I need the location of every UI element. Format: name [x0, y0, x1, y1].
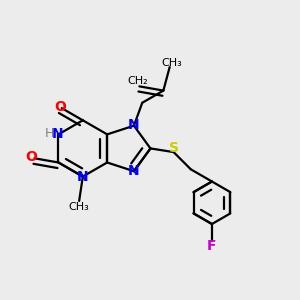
Text: S: S	[169, 141, 179, 155]
Text: H: H	[44, 127, 54, 140]
Text: CH₃: CH₃	[69, 202, 89, 212]
Text: N: N	[52, 127, 63, 141]
Text: N: N	[77, 169, 88, 184]
Text: F: F	[207, 239, 217, 253]
Text: CH₂: CH₂	[128, 76, 148, 86]
Text: CH₃: CH₃	[162, 58, 182, 68]
Text: N: N	[128, 118, 139, 132]
Text: O: O	[26, 150, 37, 164]
Text: O: O	[54, 100, 66, 114]
Text: N: N	[128, 164, 140, 178]
